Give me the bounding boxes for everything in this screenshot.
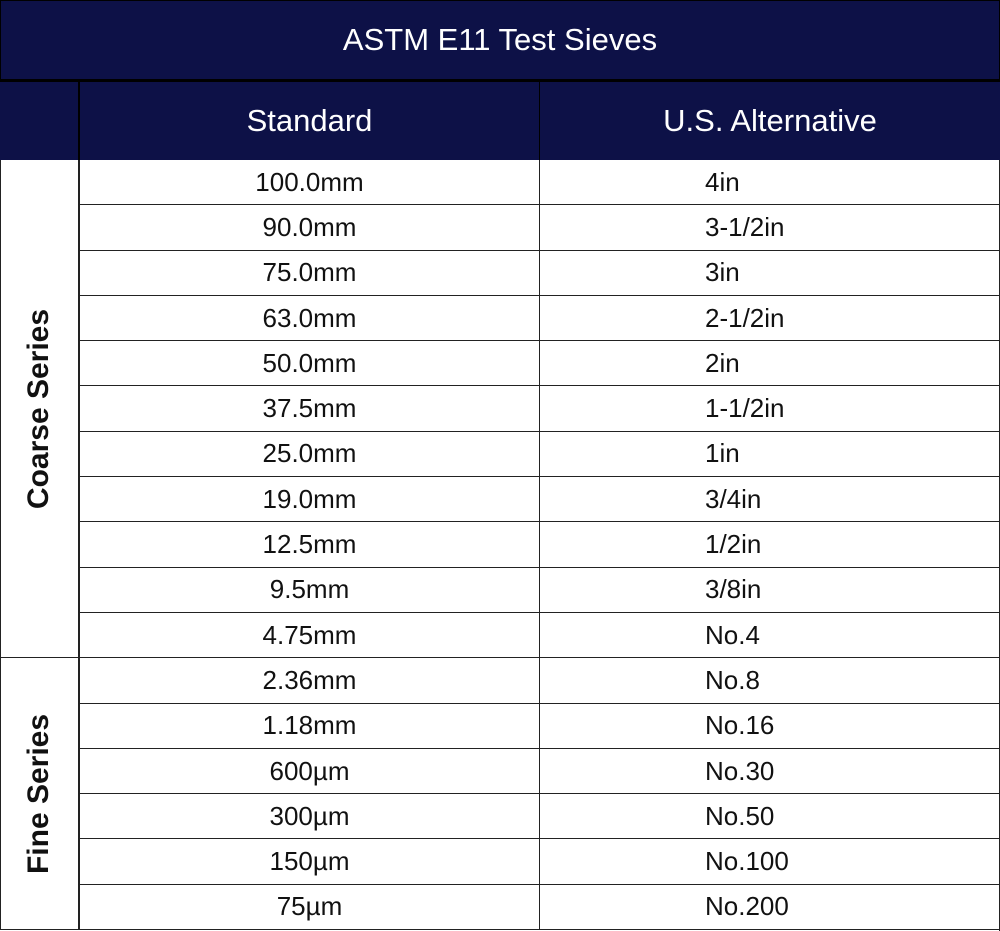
table-row: 100.0mm 4in — [80, 160, 1000, 206]
header-blank-cell — [0, 82, 80, 160]
us-alternative-cell: 3/8in — [705, 574, 762, 605]
series-group-label: Coarse Series — [22, 308, 56, 509]
table-row: 37.5mm 1-1/2in — [80, 386, 1000, 432]
standard-cell: 12.5mm — [80, 522, 540, 567]
us-alternative-cell: 1/2in — [705, 529, 762, 560]
series-group-label: Fine Series — [22, 713, 56, 874]
us-alternative-cell: 2-1/2in — [705, 302, 785, 333]
standard-cell: 600µm — [80, 748, 540, 794]
table-row: 50.0mm 2in — [80, 341, 1000, 387]
table-row: 75µm No.200 — [80, 884, 1000, 931]
us-alternative-cell: No.30 — [705, 755, 775, 786]
standard-cell: 75µm — [80, 884, 540, 930]
us-alternative-cell: No.50 — [705, 800, 775, 831]
standard-cell: 100.0mm — [80, 160, 540, 205]
us-alternative-cell: No.8 — [705, 664, 760, 695]
standard-cell: 300µm — [80, 794, 540, 839]
standard-cell: 19.0mm — [80, 477, 540, 522]
us-alternative-cell: No.200 — [705, 891, 789, 922]
table-row: 25.0mm 1in — [80, 431, 1000, 478]
us-alternative-cell: 1in — [705, 438, 740, 469]
us-alternative-cell: 3in — [705, 257, 740, 288]
table-row: 4.75mm No.4 — [80, 612, 1000, 659]
standard-cell: 75.0mm — [80, 250, 540, 295]
standard-cell: 2.36mm — [80, 658, 540, 703]
table-row: 1.18mm No.16 — [80, 703, 1000, 749]
table-row: 75.0mm 3in — [80, 250, 1000, 296]
standard-cell: 25.0mm — [80, 431, 540, 477]
us-alternative-cell: 2in — [705, 347, 740, 378]
standard-cell: 150µm — [80, 839, 540, 884]
table-row: 63.0mm 2-1/2in — [80, 295, 1000, 342]
us-alternative-cell: 4in — [705, 166, 740, 197]
table-row: 12.5mm 1/2in — [80, 522, 1000, 568]
table-title: ASTM E11 Test Sieves — [0, 0, 1000, 82]
us-alternative-cell: No.16 — [705, 710, 775, 741]
table-row: 600µm No.30 — [80, 748, 1000, 795]
table-row: 90.0mm 3-1/2in — [80, 205, 1000, 251]
table-row: 9.5mm 3/8in — [80, 567, 1000, 613]
us-alternative-cell: 1-1/2in — [705, 393, 785, 424]
standard-cell: 4.75mm — [80, 612, 540, 658]
standard-cell: 1.18mm — [80, 703, 540, 748]
table-row: 19.0mm 3/4in — [80, 477, 1000, 523]
series-group: Coarse Series — [0, 160, 80, 659]
column-header-us-alternative: U.S. Alternative — [540, 82, 1000, 160]
standard-cell: 90.0mm — [80, 205, 540, 250]
standard-cell: 63.0mm — [80, 295, 540, 341]
table-body: 100.0mm 4in 90.0mm 3-1/2in 75.0mm 3in 63.0mm 2-… — [80, 160, 1000, 931]
us-alternative-cell: No.100 — [705, 846, 789, 877]
column-header-standard: Standard — [80, 82, 540, 160]
us-alternative-cell: 3/4in — [705, 483, 762, 514]
standard-cell: 37.5mm — [80, 386, 540, 431]
us-alternative-cell: No.4 — [705, 619, 760, 650]
standard-cell: 50.0mm — [80, 341, 540, 386]
us-alternative-cell: 3-1/2in — [705, 211, 785, 242]
standard-cell: 9.5mm — [80, 567, 540, 612]
series-group: Fine Series — [0, 658, 80, 931]
table-row: 150µm No.100 — [80, 839, 1000, 885]
table-row: 2.36mm No.8 — [80, 658, 1000, 704]
table-row: 300µm No.50 — [80, 794, 1000, 840]
